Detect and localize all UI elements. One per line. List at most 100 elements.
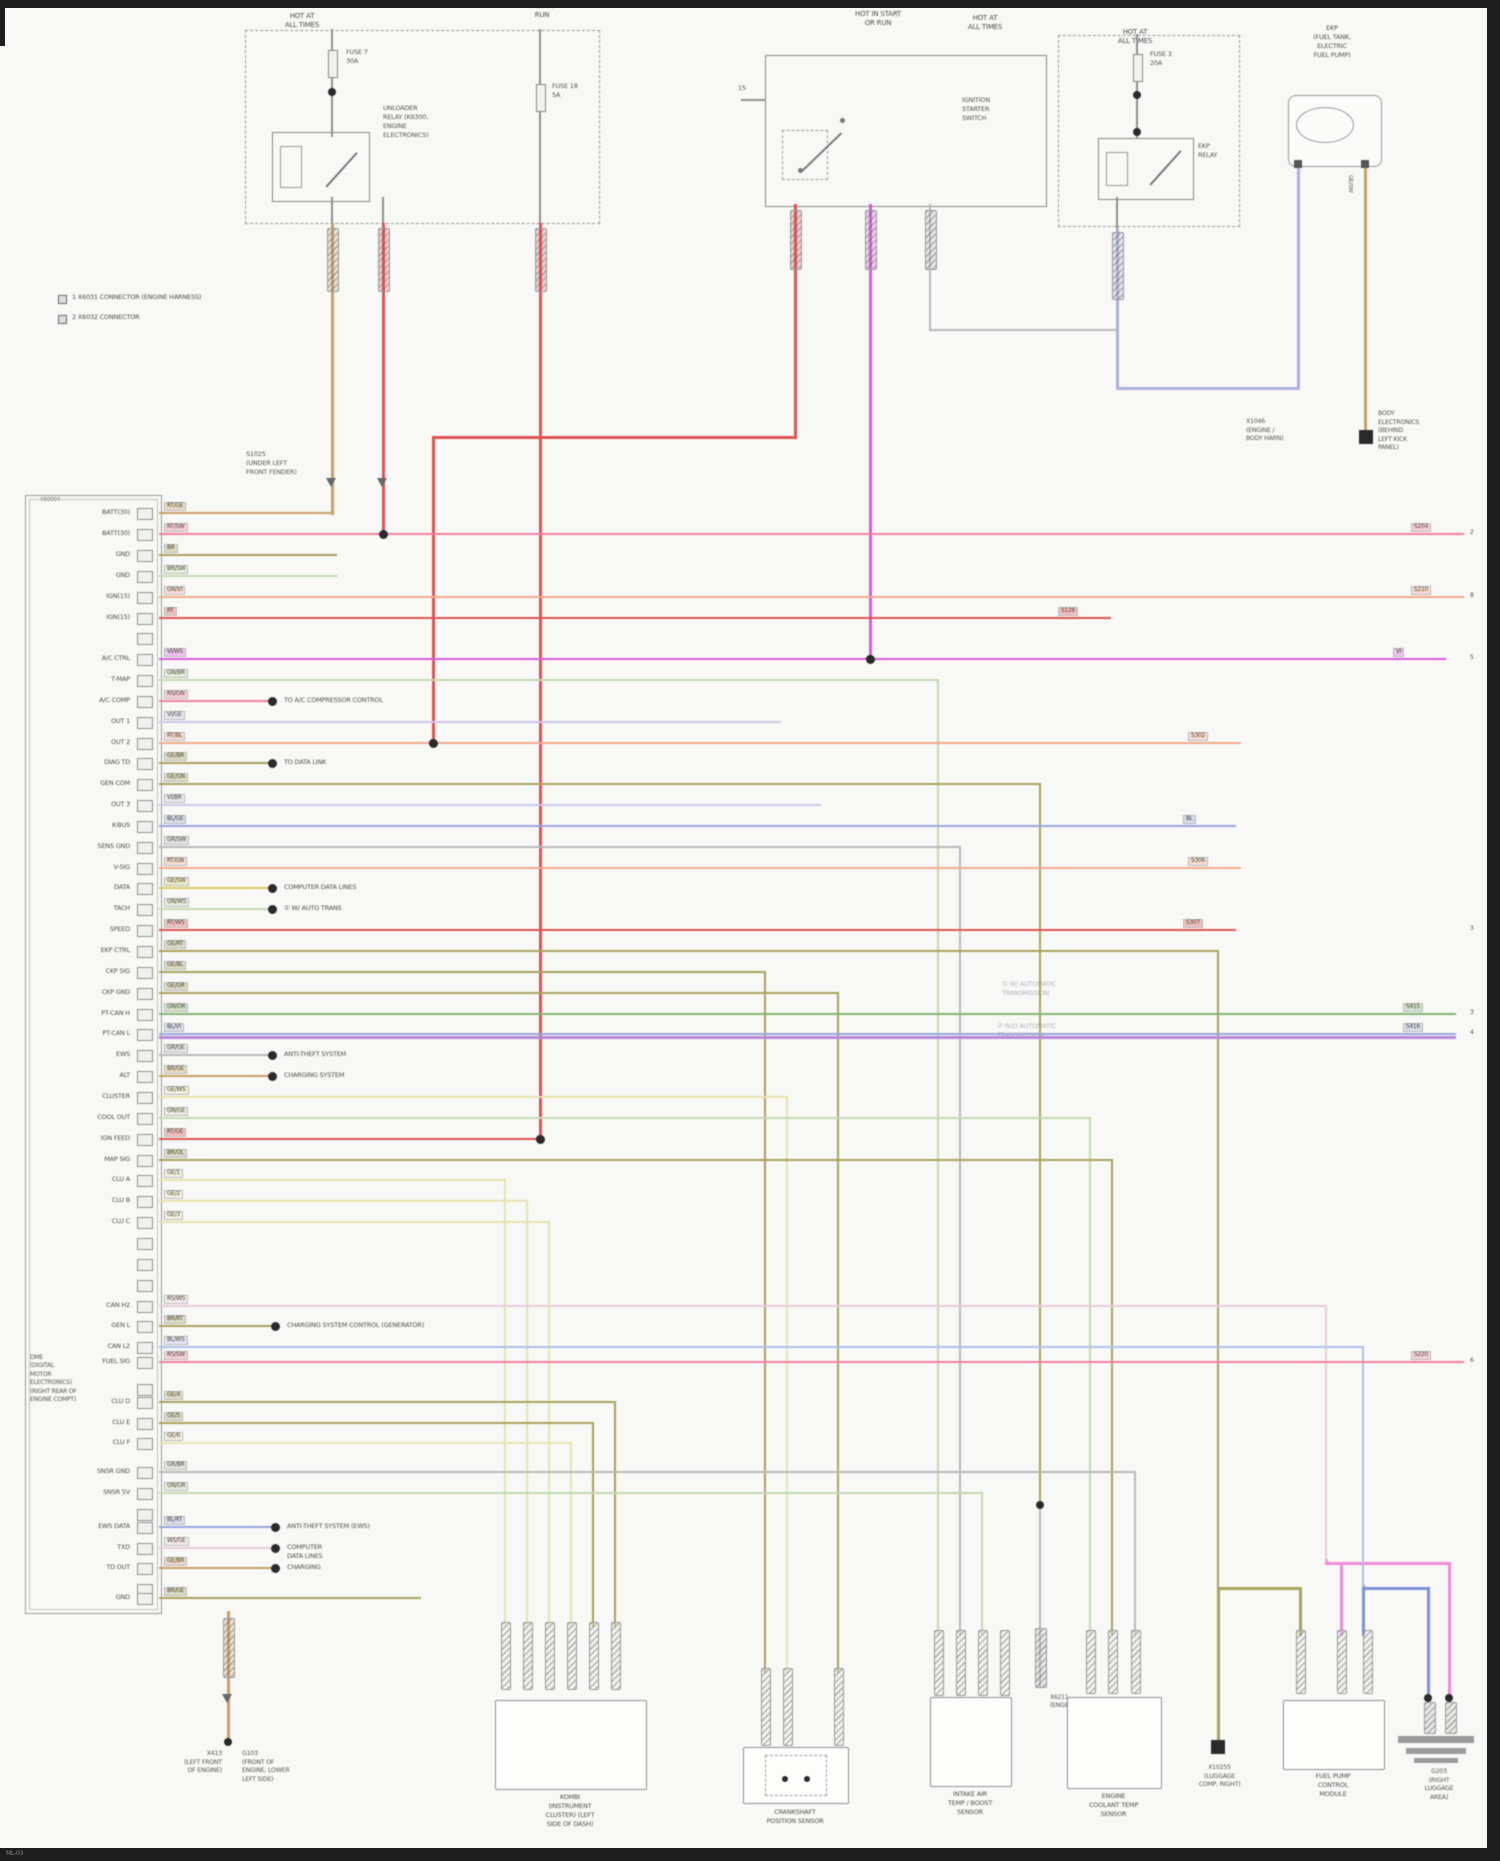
component-box xyxy=(1283,1700,1385,1770)
wire-segment xyxy=(158,1566,277,1570)
wire-chip: WS/GE xyxy=(164,1537,189,1546)
relay-box xyxy=(272,132,370,202)
scan-border-right xyxy=(1487,0,1500,1861)
pin xyxy=(137,1384,153,1396)
row-label: SENS GND xyxy=(97,842,130,850)
wire-segment xyxy=(793,203,797,439)
view-number: 3 xyxy=(1470,925,1474,932)
wire-chip: GN/GR xyxy=(164,1482,189,1491)
wire-segment xyxy=(591,1421,595,1628)
connector-stub xyxy=(1086,1630,1096,1694)
wire-chip: GN/VI xyxy=(164,586,186,595)
component-box xyxy=(495,1700,647,1790)
pin xyxy=(137,1593,153,1605)
wire-segment xyxy=(1116,197,1118,231)
wire-segment xyxy=(158,1137,542,1141)
text-block: BODY ELECTRONICS (BEHIND LEFT KICK PANEL… xyxy=(1378,410,1420,452)
component-label: FUEL PUMP CONTROL MODULE xyxy=(1315,1772,1351,1798)
wire-segment xyxy=(158,761,274,765)
wire-chip: GE/5 xyxy=(164,1412,183,1421)
ignition-switch-box xyxy=(765,55,1047,207)
junction-dot xyxy=(270,1522,280,1532)
pin xyxy=(137,925,153,937)
connector-stub xyxy=(783,1668,793,1746)
annotation: COMPUTER DATA LINES xyxy=(287,1543,323,1560)
ground-icon xyxy=(1398,1736,1474,1743)
legend-item: 1 X6031 CONNECTOR (ENGINE HARNESS) xyxy=(72,293,202,301)
annotation: ① W/ AUTO TRANS xyxy=(284,904,342,912)
fuse-icon xyxy=(1133,54,1143,82)
end-chip: S416 xyxy=(1403,1023,1423,1032)
wire-segment xyxy=(158,1199,529,1203)
wire-chip: GE/GN xyxy=(164,773,188,782)
wire-segment xyxy=(1216,1586,1220,1744)
view-number: 6 xyxy=(1470,1357,1474,1364)
wire-segment xyxy=(1361,1586,1365,1636)
wire-chip: GR/GE xyxy=(164,1044,188,1053)
component-box xyxy=(1067,1697,1162,1789)
row-label: SNSR 5V xyxy=(103,1488,130,1496)
key-symbol-box xyxy=(782,130,828,180)
connector-stub xyxy=(1112,232,1124,300)
wire-segment xyxy=(1426,1586,1430,1700)
wire-segment xyxy=(158,1032,1457,1036)
wire-segment xyxy=(1133,1470,1137,1636)
watermark: ML-03 xyxy=(6,1850,24,1857)
wire-chip: GE/3 xyxy=(164,1211,183,1220)
connector-stub xyxy=(1108,1630,1118,1694)
connector-stub xyxy=(1445,1702,1457,1734)
ground-icon xyxy=(1406,1748,1466,1754)
wire-segment xyxy=(785,1095,789,1674)
text-block: 15 xyxy=(738,84,746,92)
row-label: DATA xyxy=(114,883,130,891)
wire-chip: BR xyxy=(164,544,178,553)
wire-segment xyxy=(1115,228,1119,390)
wire-chip: RT/BL xyxy=(164,732,186,741)
wire-segment xyxy=(158,657,1447,661)
wire-segment xyxy=(158,616,1112,620)
pin xyxy=(137,550,153,562)
wire-chip: RS/WS xyxy=(164,1295,189,1304)
legend-glyph-icon xyxy=(58,315,67,324)
text-block: FUSE 18 5A xyxy=(552,82,578,99)
view-number: 8 xyxy=(1470,592,1474,599)
connector-stub xyxy=(327,228,339,292)
pin xyxy=(137,1438,153,1450)
pin xyxy=(137,696,153,708)
wire-segment xyxy=(980,1491,984,1636)
wire-chip: BL/GE xyxy=(164,815,187,824)
wire-segment xyxy=(1216,1586,1302,1590)
pin xyxy=(137,1522,153,1534)
wire-chip: RT/WS xyxy=(164,919,188,928)
wire-segment xyxy=(1216,949,1220,1590)
pin xyxy=(137,1467,153,1479)
wire-chip: BL/VI xyxy=(164,1023,184,1032)
connector-stub xyxy=(1337,1630,1347,1694)
wire-chip: GN/WS xyxy=(164,898,190,907)
text-block: IGNITION STARTER SWITCH xyxy=(962,96,990,122)
junction-dot xyxy=(804,1775,810,1782)
pin xyxy=(137,1238,153,1250)
end-chip: S415 xyxy=(1403,1003,1423,1012)
row-label: CLU B xyxy=(111,1196,130,1204)
wire-segment xyxy=(331,197,333,225)
wire-chip: GR/SW xyxy=(164,836,189,845)
power-feed-label: HOT IN START OR RUN xyxy=(855,10,901,28)
junction-dot xyxy=(267,883,277,893)
connector-stub xyxy=(1363,1630,1373,1694)
row-label: EWS xyxy=(115,1050,130,1058)
row-label: CLU A xyxy=(111,1175,130,1183)
junction-dot xyxy=(782,1775,788,1782)
junction-dot xyxy=(1133,91,1141,99)
row-label: CLU D xyxy=(111,1397,130,1405)
pin xyxy=(137,758,153,770)
junction-dot xyxy=(1445,1694,1453,1702)
pin xyxy=(137,654,153,666)
note: ① W/ AUTOMATIC TRANSMISSION xyxy=(1002,980,1056,997)
wire-segment xyxy=(331,29,333,51)
row-label: CLUSTER xyxy=(102,1092,130,1100)
pin xyxy=(137,863,153,875)
wire-segment xyxy=(158,1491,984,1495)
connector-stub xyxy=(1296,1630,1306,1694)
pin xyxy=(137,1418,153,1430)
